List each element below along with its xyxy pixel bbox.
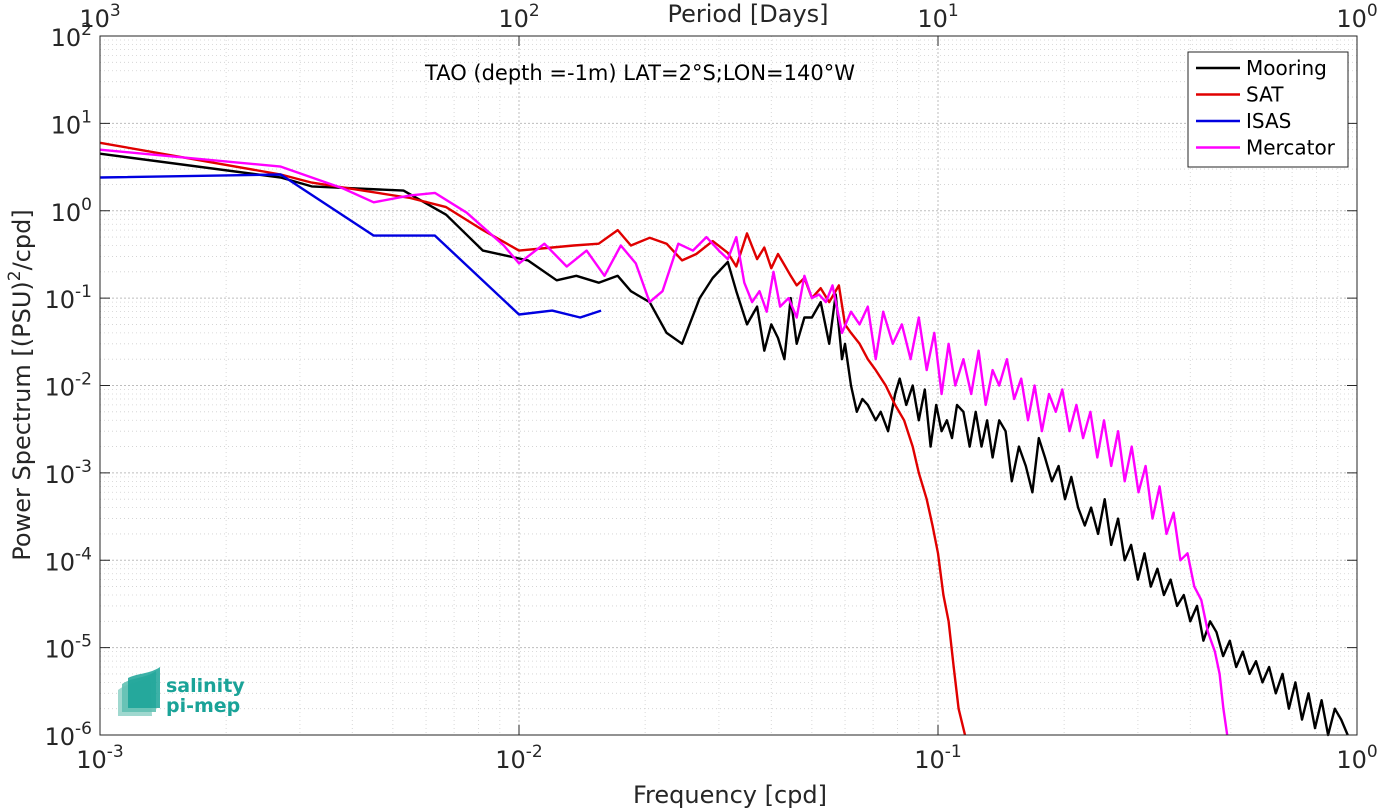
y-tick-label: 102 — [51, 20, 92, 52]
logo-text-line2: pi-mep — [166, 695, 240, 717]
x-tick-label: 100 — [1336, 742, 1377, 774]
series-lines — [99, 141, 1349, 737]
y-tick-label: 10-2 — [45, 370, 93, 402]
series-sat-line — [99, 141, 967, 736]
y-axis-label: Power Spectrum [(PSU)2/cpd] — [5, 209, 36, 560]
x2-tick-label: 100 — [1336, 1, 1377, 33]
chart-title: TAO (depth =-1m) LAT=2°S;LON=140°W — [424, 61, 855, 85]
x2-tick-label: 103 — [79, 1, 120, 33]
x-axis-label: Frequency [cpd] — [633, 781, 827, 809]
top-axis-label: Period [Days] — [667, 0, 828, 28]
y-tick-label: 10-3 — [45, 457, 93, 489]
y-tick-label: 10-1 — [45, 282, 93, 314]
x2-tick-label: 102 — [498, 1, 539, 33]
legend-label-isas: ISAS — [1246, 109, 1291, 133]
logo-text-line1: salinity — [166, 675, 245, 697]
y-tick-label: 10-5 — [45, 632, 93, 664]
y-tick-label: 10-4 — [45, 544, 93, 576]
series-isas-line — [99, 173, 602, 319]
y-tick-label: 100 — [51, 195, 92, 227]
y-tick-label: 10-6 — [45, 719, 93, 751]
x-tick-label: 10-1 — [914, 742, 962, 774]
legend-label-mooring: Mooring — [1246, 56, 1327, 80]
legend-label-sat: SAT — [1246, 83, 1284, 107]
logo-waves-icon — [118, 667, 160, 716]
legend-label-mercator: Mercator — [1246, 136, 1336, 160]
series-mercator-line — [99, 148, 1229, 736]
y-tick-label: 101 — [51, 107, 92, 139]
x-tick-label: 10-2 — [495, 742, 543, 774]
series-mooring-line — [99, 152, 1349, 737]
x-tick-label: 10-3 — [76, 742, 124, 774]
axis-ticks — [99, 35, 1358, 736]
x2-tick-label: 101 — [917, 1, 958, 33]
logo: salinity pi-mep — [118, 667, 245, 717]
